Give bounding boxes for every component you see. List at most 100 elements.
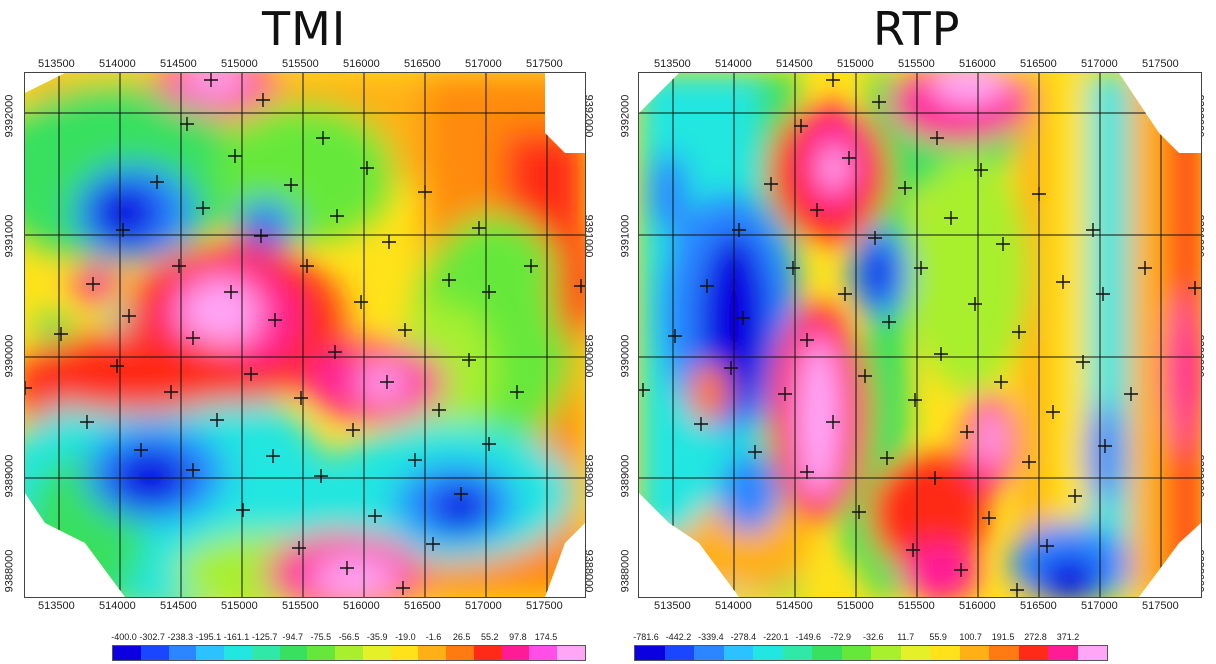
colorbar-label: -302.7: [139, 632, 165, 642]
colorbar-swatch: [723, 646, 753, 660]
x-tick: 515000: [837, 58, 874, 70]
x-tick: 514000: [99, 58, 136, 70]
x-tick: 517000: [1081, 600, 1118, 612]
colorbar-label: 174.5: [534, 632, 558, 642]
tmi-colorbar-swatches: [112, 645, 586, 661]
x-tick: 514500: [776, 600, 813, 612]
colorbar-swatch: [557, 646, 586, 660]
colorbar-swatch: [989, 646, 1019, 660]
x-tick: 514500: [160, 58, 197, 70]
y-tick: 9391000: [619, 214, 632, 258]
colorbar-swatch: [841, 646, 871, 660]
y-tick: 9388000: [3, 549, 16, 593]
colorbar-swatch: [664, 646, 694, 660]
colorbar-label: -220.1: [763, 632, 789, 642]
station-markers: [639, 73, 1201, 597]
colorbar-label: -339.4: [698, 632, 724, 642]
colorbar-swatch: [418, 646, 447, 660]
colorbar-label: -238.3: [167, 632, 194, 642]
colorbar-label: -75.5: [310, 632, 332, 642]
colorbar-label: -35.9: [366, 632, 388, 642]
colorbar-label: 55.2: [480, 632, 499, 642]
colorbar-swatch: [446, 646, 474, 660]
station-markers: [25, 73, 585, 595]
colorbar-swatch: [279, 646, 308, 660]
x-tick: 515000: [221, 58, 258, 70]
colorbar-label: -1.6: [425, 632, 442, 642]
x-tick: 516500: [404, 600, 441, 612]
x-tick: 517500: [1142, 600, 1179, 612]
colorbar-swatch: [930, 646, 960, 660]
y-tick: 9389000: [3, 454, 16, 498]
x-tick: 516000: [959, 600, 996, 612]
colorbar-swatch: [335, 646, 363, 660]
colorbar-swatch: [782, 646, 812, 660]
colorbar-label: -195.1: [195, 632, 222, 642]
colorbar-swatch: [140, 646, 169, 660]
colorbar-swatch: [168, 646, 197, 660]
tmi-title: TMI: [262, 2, 347, 56]
colorbar-swatch: [224, 646, 252, 660]
colorbar-swatch: [635, 646, 665, 660]
x-tick: 515000: [221, 600, 258, 612]
colorbar-label: 371.2: [1056, 632, 1080, 642]
tmi-map: [24, 72, 586, 598]
colorbar-label: 26.5: [452, 632, 471, 642]
colorbar-swatch: [1048, 646, 1078, 660]
colorbar-label: -161.1: [223, 632, 250, 642]
colorbar-label: 100.7: [959, 632, 982, 642]
y-tick: 9389000: [619, 454, 632, 498]
colorbar-swatch: [959, 646, 989, 660]
x-tick: 514500: [776, 58, 813, 70]
x-tick: 513500: [654, 58, 691, 70]
x-tick: 513500: [38, 600, 75, 612]
y-tick: 9388000: [619, 549, 632, 593]
colorbar-label: 55.9: [929, 632, 947, 642]
y-tick: 9390000: [619, 334, 632, 378]
x-tick: 516500: [1020, 58, 1057, 70]
x-tick: 514000: [715, 58, 752, 70]
x-tick: 515000: [837, 600, 874, 612]
colorbar-swatch: [1077, 646, 1107, 660]
x-tick: 513500: [654, 600, 691, 612]
x-tick: 514500: [160, 600, 197, 612]
x-tick: 517000: [465, 600, 502, 612]
y-tick: 9391000: [3, 214, 16, 258]
colorbar-swatch: [1018, 646, 1048, 660]
colorbar-label: -781.6: [633, 632, 659, 642]
x-tick: 515500: [898, 600, 935, 612]
y-tick: 9392000: [3, 94, 16, 138]
colorbar-label: -400.0: [111, 632, 137, 642]
colorbar-label: 191.5: [991, 632, 1015, 642]
colorbar-label: 11.7: [897, 632, 915, 642]
colorbar-swatch: [753, 646, 783, 660]
colorbar-swatch: [694, 646, 724, 660]
x-tick: 516000: [343, 58, 380, 70]
x-tick: 517000: [465, 58, 502, 70]
colorbar-swatch: [529, 646, 558, 660]
colorbar-swatch: [196, 646, 225, 660]
colorbar-swatch: [362, 646, 391, 660]
colorbar-swatch: [307, 646, 336, 660]
y-tick: 9390000: [3, 334, 16, 378]
rtp-title: RTP: [873, 2, 961, 56]
x-tick: 517000: [1081, 58, 1118, 70]
colorbar-swatch: [871, 646, 901, 660]
colorbar-label: -442.2: [665, 632, 692, 642]
colorbar-label: -32.6: [862, 632, 884, 642]
colorbar-label: -125.7: [251, 632, 278, 642]
x-tick: 516500: [404, 58, 441, 70]
x-tick: 516500: [1020, 600, 1057, 612]
colorbar-swatch: [251, 646, 280, 660]
x-tick: 514000: [99, 600, 136, 612]
colorbar-swatch: [390, 646, 419, 660]
x-tick: 515500: [282, 58, 319, 70]
colorbar-swatch: [900, 646, 930, 660]
colorbar-label: 272.8: [1024, 632, 1047, 642]
x-tick: 514000: [715, 600, 752, 612]
x-tick: 513500: [38, 58, 75, 70]
x-tick: 517500: [1142, 58, 1179, 70]
colorbar-swatch: [113, 646, 141, 660]
colorbar-label: 97.8: [509, 632, 527, 642]
x-tick: 517500: [526, 600, 563, 612]
